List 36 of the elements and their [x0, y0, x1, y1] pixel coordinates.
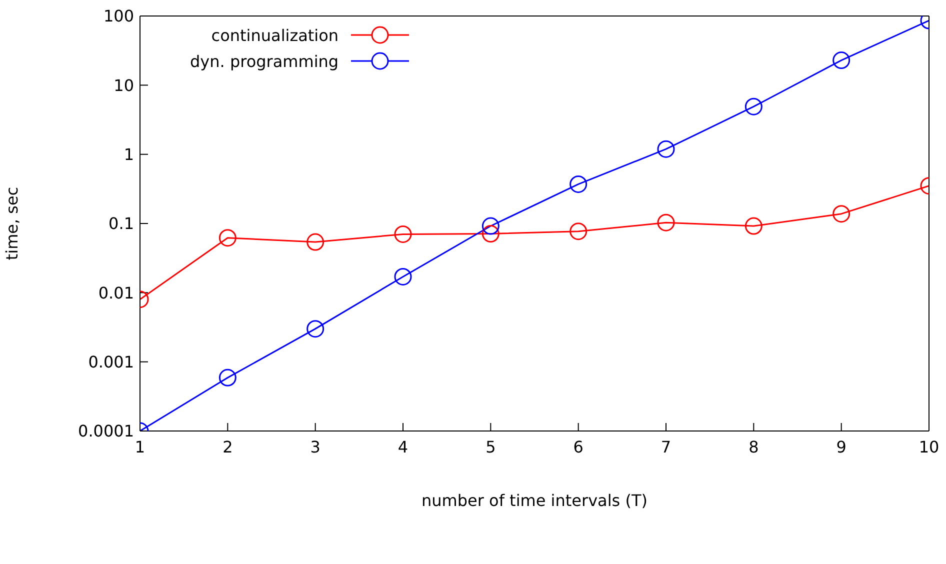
point: [482, 225, 500, 243]
point: [570, 222, 588, 240]
point: [657, 214, 675, 232]
x-tick-label: 5: [486, 437, 496, 456]
legend-label: dyn. programming: [190, 52, 339, 70]
y-tick-label: 0.1: [108, 214, 134, 234]
point: [744, 217, 762, 235]
x-tick-label: 8: [748, 437, 759, 456]
y-tick-label: 1: [124, 145, 134, 164]
point: [218, 229, 236, 247]
y-tick-label: 10: [114, 76, 134, 95]
y-axis-title: time, sec: [2, 186, 22, 260]
x-tick-label: 7: [660, 437, 672, 456]
point: [832, 205, 850, 223]
point: [482, 217, 500, 235]
x-tick-label: 10: [918, 437, 940, 456]
point: [832, 52, 850, 70]
y-tick-label: 0.01: [98, 283, 134, 302]
y-tick-label: 100: [103, 6, 134, 26]
point: [744, 98, 762, 116]
legend-label: continualization: [211, 26, 339, 44]
x-tick-label: 9: [836, 437, 846, 456]
x-tick-label: 3: [310, 437, 320, 456]
point: [306, 233, 324, 251]
point: [394, 268, 412, 286]
point: [570, 175, 588, 193]
y-tick-label: 0.001: [88, 352, 134, 372]
y-tick-label: 0.0001: [78, 422, 134, 441]
x-tick-label: 4: [398, 437, 408, 456]
point: [657, 140, 675, 158]
point: [394, 225, 412, 243]
x-tick-label: 2: [222, 437, 233, 456]
x-axis-title: number of time intervals (T): [422, 491, 648, 510]
point: [218, 368, 236, 386]
x-tick-label: 6: [573, 437, 584, 456]
point: [306, 320, 324, 338]
